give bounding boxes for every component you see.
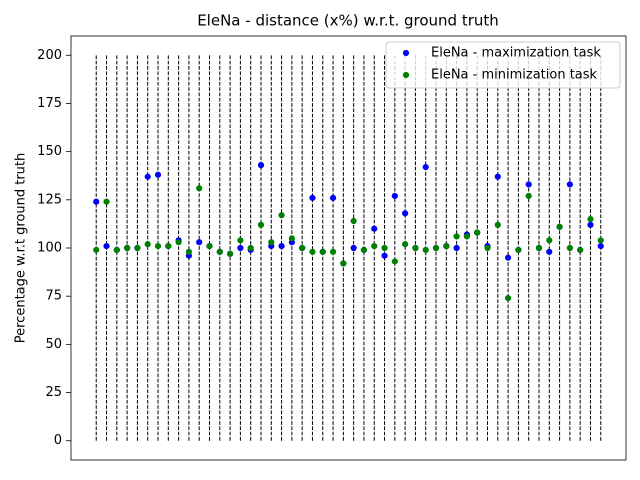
point bbox=[463, 233, 471, 240]
y-axis-label: Percentage w.r.t ground truth bbox=[14, 153, 29, 344]
point bbox=[288, 235, 295, 242]
axes-frame bbox=[70, 35, 627, 461]
legend-marker bbox=[402, 49, 410, 57]
point bbox=[299, 244, 306, 252]
point bbox=[196, 185, 203, 192]
point bbox=[329, 248, 337, 255]
point bbox=[144, 173, 151, 180]
point bbox=[144, 241, 151, 248]
point bbox=[124, 244, 131, 252]
point bbox=[505, 254, 512, 261]
point bbox=[154, 242, 162, 250]
y-tick-label: 0 bbox=[54, 433, 62, 448]
point bbox=[391, 258, 398, 265]
y-tick-label: 150 bbox=[37, 144, 62, 159]
point bbox=[525, 192, 532, 200]
point bbox=[587, 221, 594, 228]
point bbox=[319, 248, 326, 255]
point bbox=[422, 163, 429, 171]
legend-marker bbox=[402, 71, 410, 79]
point bbox=[154, 171, 162, 178]
point bbox=[381, 244, 388, 252]
point bbox=[360, 246, 368, 254]
point bbox=[371, 242, 378, 250]
point bbox=[93, 198, 100, 205]
point bbox=[556, 223, 563, 230]
point bbox=[175, 239, 182, 246]
point bbox=[278, 242, 285, 250]
point bbox=[371, 225, 378, 232]
point bbox=[402, 210, 409, 217]
point bbox=[484, 244, 491, 252]
point bbox=[432, 244, 440, 252]
point bbox=[587, 215, 594, 223]
y-tick-label: 50 bbox=[45, 337, 62, 352]
y-tick-label: 75 bbox=[45, 289, 62, 304]
point bbox=[391, 192, 398, 200]
point bbox=[278, 212, 285, 219]
point bbox=[103, 242, 110, 250]
y-tick-label: 175 bbox=[37, 96, 62, 111]
point bbox=[237, 244, 244, 252]
point bbox=[597, 237, 604, 244]
y-tick-label: 100 bbox=[37, 241, 62, 256]
point bbox=[226, 250, 234, 257]
point bbox=[515, 246, 522, 254]
point bbox=[402, 241, 409, 248]
point bbox=[185, 248, 192, 255]
point bbox=[134, 244, 141, 252]
point bbox=[546, 248, 553, 255]
point bbox=[309, 194, 316, 201]
point bbox=[546, 237, 553, 244]
point bbox=[113, 246, 120, 254]
point bbox=[268, 239, 275, 246]
legend-label: EleNa - minimization task bbox=[431, 68, 598, 83]
point bbox=[196, 239, 203, 246]
point bbox=[505, 295, 512, 302]
point bbox=[453, 233, 460, 240]
point bbox=[381, 252, 388, 259]
point bbox=[597, 242, 604, 250]
point bbox=[453, 244, 460, 252]
point bbox=[237, 237, 244, 244]
point bbox=[350, 217, 357, 225]
point bbox=[257, 221, 265, 228]
point bbox=[247, 244, 254, 252]
point bbox=[566, 244, 573, 252]
y-tick-label: 125 bbox=[37, 192, 62, 207]
point bbox=[422, 246, 429, 254]
point bbox=[329, 194, 337, 201]
point bbox=[494, 173, 501, 180]
point bbox=[165, 242, 172, 250]
point bbox=[525, 181, 532, 188]
legend-box bbox=[385, 41, 621, 89]
point bbox=[206, 242, 213, 250]
point bbox=[340, 260, 347, 267]
point bbox=[474, 229, 481, 236]
chart-title: EleNa - distance (x%) w.r.t. ground trut… bbox=[197, 12, 499, 30]
point bbox=[216, 248, 223, 255]
point bbox=[443, 242, 450, 250]
point bbox=[577, 246, 584, 254]
y-tick-label: 25 bbox=[45, 385, 62, 400]
point bbox=[103, 198, 110, 205]
point bbox=[494, 221, 501, 228]
point bbox=[535, 244, 543, 252]
point bbox=[309, 248, 316, 255]
legend-label: EleNa - maximization task bbox=[431, 46, 601, 61]
point bbox=[257, 162, 265, 169]
point bbox=[350, 244, 357, 252]
legend: EleNa - maximization task EleNa - minimiz… bbox=[385, 41, 621, 89]
y-tick-label: 200 bbox=[37, 48, 62, 63]
point bbox=[566, 181, 573, 188]
point bbox=[412, 244, 419, 252]
point bbox=[93, 246, 100, 254]
